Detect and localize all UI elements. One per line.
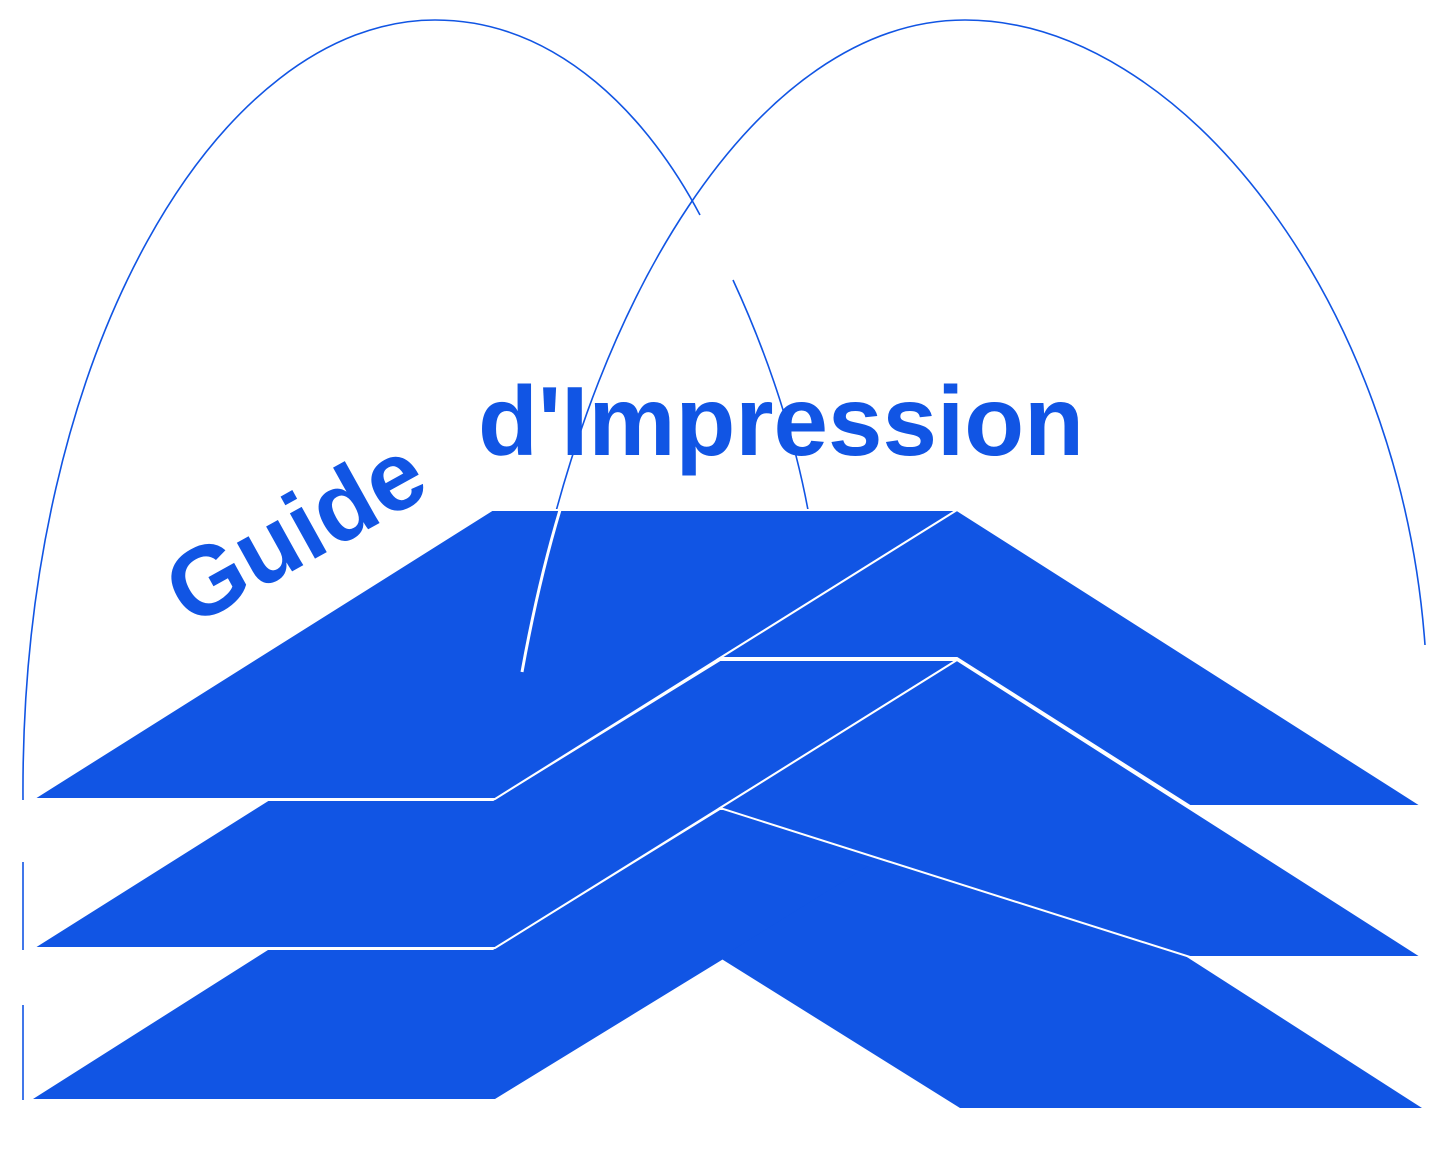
left-arch-line [22, 19, 701, 801]
layer-middle [29, 658, 1426, 958]
arch-highlight-line [520, 509, 562, 673]
stripe-right [717, 658, 1426, 958]
stripe-left [33, 810, 960, 1099]
inner-arch-line [732, 279, 809, 511]
layer-top [29, 508, 1426, 807]
right-arch-line [521, 19, 1426, 673]
stripe-right [716, 508, 1426, 807]
stripe-right [720, 810, 1422, 1108]
layer-bottom [33, 810, 1422, 1108]
title-word-impression: d'Impression [478, 366, 1084, 476]
